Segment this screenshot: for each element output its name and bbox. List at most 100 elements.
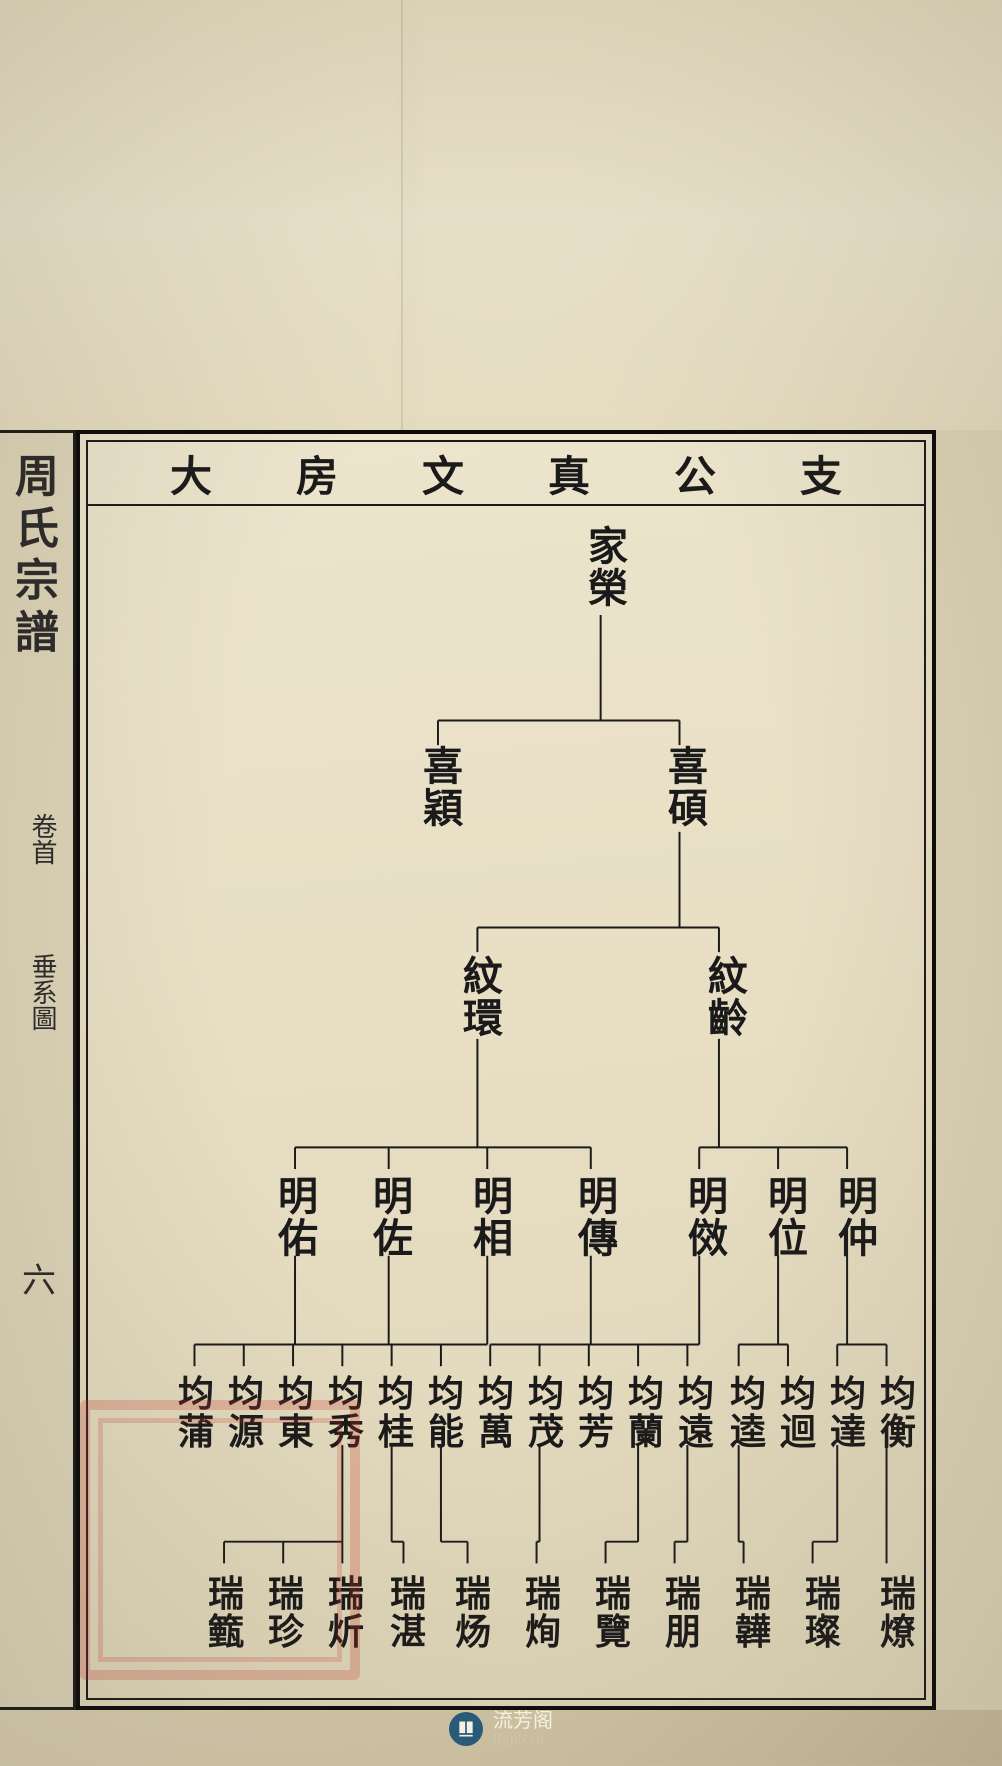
tree-node: 均蘭 (628, 1376, 664, 1452)
top-blank-paper (0, 0, 1002, 440)
node-char: 碩 (668, 788, 708, 830)
node-char: 均 (528, 1376, 564, 1414)
tree-node: 均遠 (678, 1376, 714, 1452)
watermark-cn: 流芳阁 (493, 1710, 553, 1732)
spine-subtitle-1: 卷首 (24, 813, 61, 865)
node-char: 均 (378, 1376, 414, 1414)
node-char: 桂 (378, 1414, 414, 1452)
node-char: 均 (628, 1376, 664, 1414)
node-char: 璨 (805, 1614, 841, 1652)
node-char: 朋 (665, 1614, 701, 1652)
header-char: 房 (296, 443, 338, 504)
node-char: 燎 (880, 1614, 916, 1652)
tree-node: 瑞覽 (595, 1576, 631, 1652)
node-char: 喜 (668, 746, 708, 788)
tree-node: 瑞璨 (805, 1576, 841, 1652)
tree-node: 均迴 (780, 1376, 816, 1452)
tree-node: 紋環 (463, 956, 503, 1040)
node-char: 蘭 (628, 1414, 664, 1452)
node-char: 佑 (278, 1218, 318, 1260)
spine-title: 周氏宗譜 (0, 433, 76, 661)
node-char: 瑞 (595, 1576, 631, 1614)
header-char: 公 (674, 443, 716, 504)
node-char: 佐 (373, 1218, 413, 1260)
tree-node: 明佐 (373, 1176, 413, 1260)
node-char: 傚 (688, 1218, 728, 1260)
node-char: 紋 (708, 956, 748, 998)
node-char: 芳 (578, 1414, 614, 1452)
node-char: 達 (830, 1414, 866, 1452)
node-char: 明 (768, 1176, 808, 1218)
node-char: 瑞 (525, 1576, 561, 1614)
node-char: 均 (428, 1376, 464, 1414)
tree-node: 均桂 (378, 1376, 414, 1452)
tree-node: 瑞朋 (665, 1576, 701, 1652)
node-char: 均 (578, 1376, 614, 1414)
node-char: 覽 (595, 1614, 631, 1652)
node-char: 位 (768, 1218, 808, 1260)
spine-column: 周氏宗譜 卷首 垂系圖 六 (0, 430, 76, 1710)
node-char: 瑞 (455, 1576, 491, 1614)
tree-node: 均逵 (730, 1376, 766, 1452)
node-char: 明 (278, 1176, 318, 1218)
node-char: 明 (373, 1176, 413, 1218)
node-char: 遠 (678, 1414, 714, 1452)
node-char: 仲 (838, 1218, 878, 1260)
node-char: 紋 (463, 956, 503, 998)
tree-node: 家榮 (588, 526, 628, 610)
node-char: 環 (463, 998, 503, 1040)
book-icon (449, 1712, 483, 1746)
node-char: 榮 (588, 568, 628, 610)
node-char: 均 (478, 1376, 514, 1414)
tree-node: 明位 (768, 1176, 808, 1260)
tree-node: 明傚 (688, 1176, 728, 1260)
node-char: 瑞 (390, 1576, 426, 1614)
tree-node: 均衡 (880, 1376, 916, 1452)
node-char: 齡 (708, 998, 748, 1040)
spine-subtitle-2: 垂系圖 (24, 953, 61, 1031)
tree-node: 明佑 (278, 1176, 318, 1260)
node-char: 炀 (455, 1614, 491, 1652)
node-char: 瑞 (805, 1576, 841, 1614)
spine-title-char: 氏 (8, 505, 57, 557)
header-char: 文 (422, 443, 464, 504)
node-char: 逵 (730, 1414, 766, 1452)
node-char: 湛 (390, 1614, 426, 1652)
red-seal-stamp (80, 1400, 360, 1680)
tree-node: 喜碩 (668, 746, 708, 830)
header-char: 大 (170, 443, 212, 504)
right-margin-paper (936, 430, 1002, 1710)
node-char: 明 (473, 1176, 513, 1218)
header-char: 真 (548, 443, 590, 504)
tree-node: 均芳 (578, 1376, 614, 1452)
spine-title-char: 周 (8, 453, 57, 505)
tree-node: 明傳 (578, 1176, 618, 1260)
node-char: 迴 (780, 1414, 816, 1452)
tree-node: 瑞韡 (735, 1576, 771, 1652)
tree-node: 瑞㶷 (525, 1576, 561, 1652)
tree-node: 均萬 (478, 1376, 514, 1452)
node-char: 均 (780, 1376, 816, 1414)
node-char: 穎 (423, 788, 463, 830)
node-char: 相 (473, 1218, 513, 1260)
node-char: 明 (688, 1176, 728, 1218)
tree-node: 明相 (473, 1176, 513, 1260)
spine-page-number: 六 (22, 1253, 56, 1302)
node-char: 茂 (528, 1414, 564, 1452)
tree-node: 紋齡 (708, 956, 748, 1040)
node-char: 均 (830, 1376, 866, 1414)
node-char: 明 (838, 1176, 878, 1218)
node-char: 喜 (423, 746, 463, 788)
node-char: 衡 (880, 1414, 916, 1452)
tree-node: 均達 (830, 1376, 866, 1452)
watermark-url: lfglib.cn (493, 1732, 553, 1749)
node-char: 明 (578, 1176, 618, 1218)
node-char: 㶷 (525, 1614, 561, 1652)
tree-node: 明仲 (838, 1176, 878, 1260)
node-char: 均 (730, 1376, 766, 1414)
spine-title-char: 宗 (8, 557, 57, 609)
node-char: 家 (588, 526, 628, 568)
spine-title-char: 譜 (8, 609, 57, 661)
tree-node: 均能 (428, 1376, 464, 1452)
tree-node: 喜穎 (423, 746, 463, 830)
